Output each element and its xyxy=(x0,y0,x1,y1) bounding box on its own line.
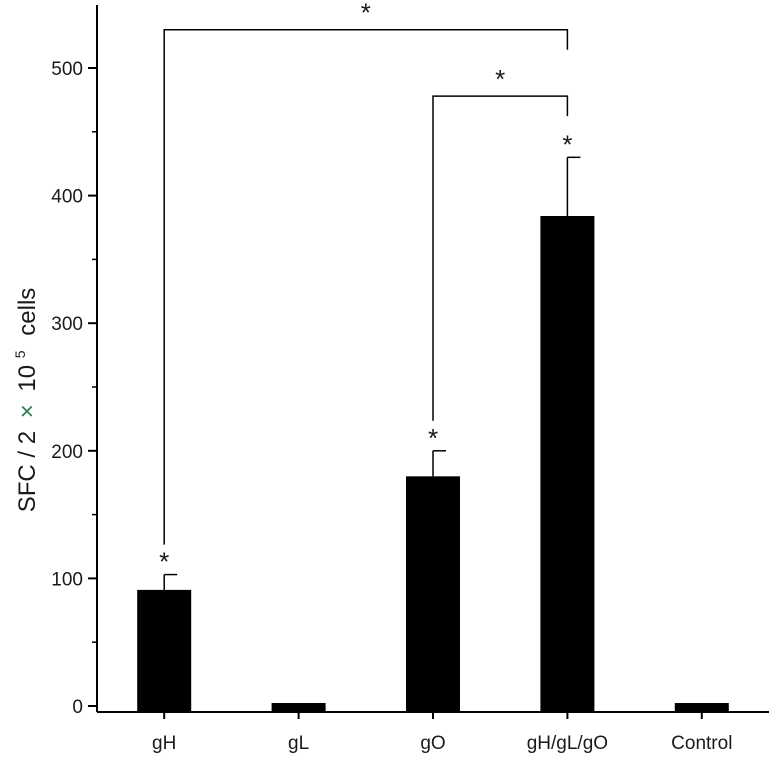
bar-gl xyxy=(271,703,326,712)
bracket-significance-star: * xyxy=(495,64,505,94)
y-tick-label: 300 xyxy=(51,314,83,335)
y-tick-label: 200 xyxy=(51,442,83,463)
bar-significance-star: * xyxy=(428,423,438,453)
bar-gh-gl-go xyxy=(540,216,595,713)
bar-significance-star: * xyxy=(159,547,169,577)
significance-bracket xyxy=(163,28,569,545)
bar-significance-star: * xyxy=(562,129,572,159)
y-tick-label: 0 xyxy=(72,697,83,718)
x-tick-label: gO xyxy=(420,733,445,754)
y-axis-label-times: × xyxy=(14,404,41,418)
y-axis-label-exponent: 5 xyxy=(12,350,28,358)
y-axis-label-prefix: SFC / 2 xyxy=(14,431,41,512)
x-axis-labels: gH gL gO gH/gL/gO Control xyxy=(152,712,732,754)
y-axis-ticks: 0 100 200 300 400 500 xyxy=(51,59,97,718)
x-tick-label: Control xyxy=(671,733,732,754)
x-tick-label: gH/gL/gO xyxy=(527,733,608,754)
x-tick-label: gH xyxy=(152,733,176,754)
y-axis-label: SFC / 2 × 10 5 cells xyxy=(4,288,41,513)
bracket-significance-star: * xyxy=(361,0,371,28)
y-axis-label-base: 10 xyxy=(14,365,41,392)
y-tick-label: 400 xyxy=(51,187,83,208)
x-tick-label: gL xyxy=(288,733,309,754)
significance-bracket xyxy=(432,95,569,421)
bars xyxy=(137,216,729,713)
bar-control xyxy=(674,703,729,712)
y-tick-label: 500 xyxy=(51,59,83,80)
y-tick-label: 100 xyxy=(51,569,83,590)
bar-gh xyxy=(137,589,192,712)
y-axis-label-suffix: cells xyxy=(14,288,41,336)
bar-go xyxy=(406,476,460,712)
significance-annotations: * * * * * xyxy=(159,0,572,577)
error-bars xyxy=(163,156,581,590)
